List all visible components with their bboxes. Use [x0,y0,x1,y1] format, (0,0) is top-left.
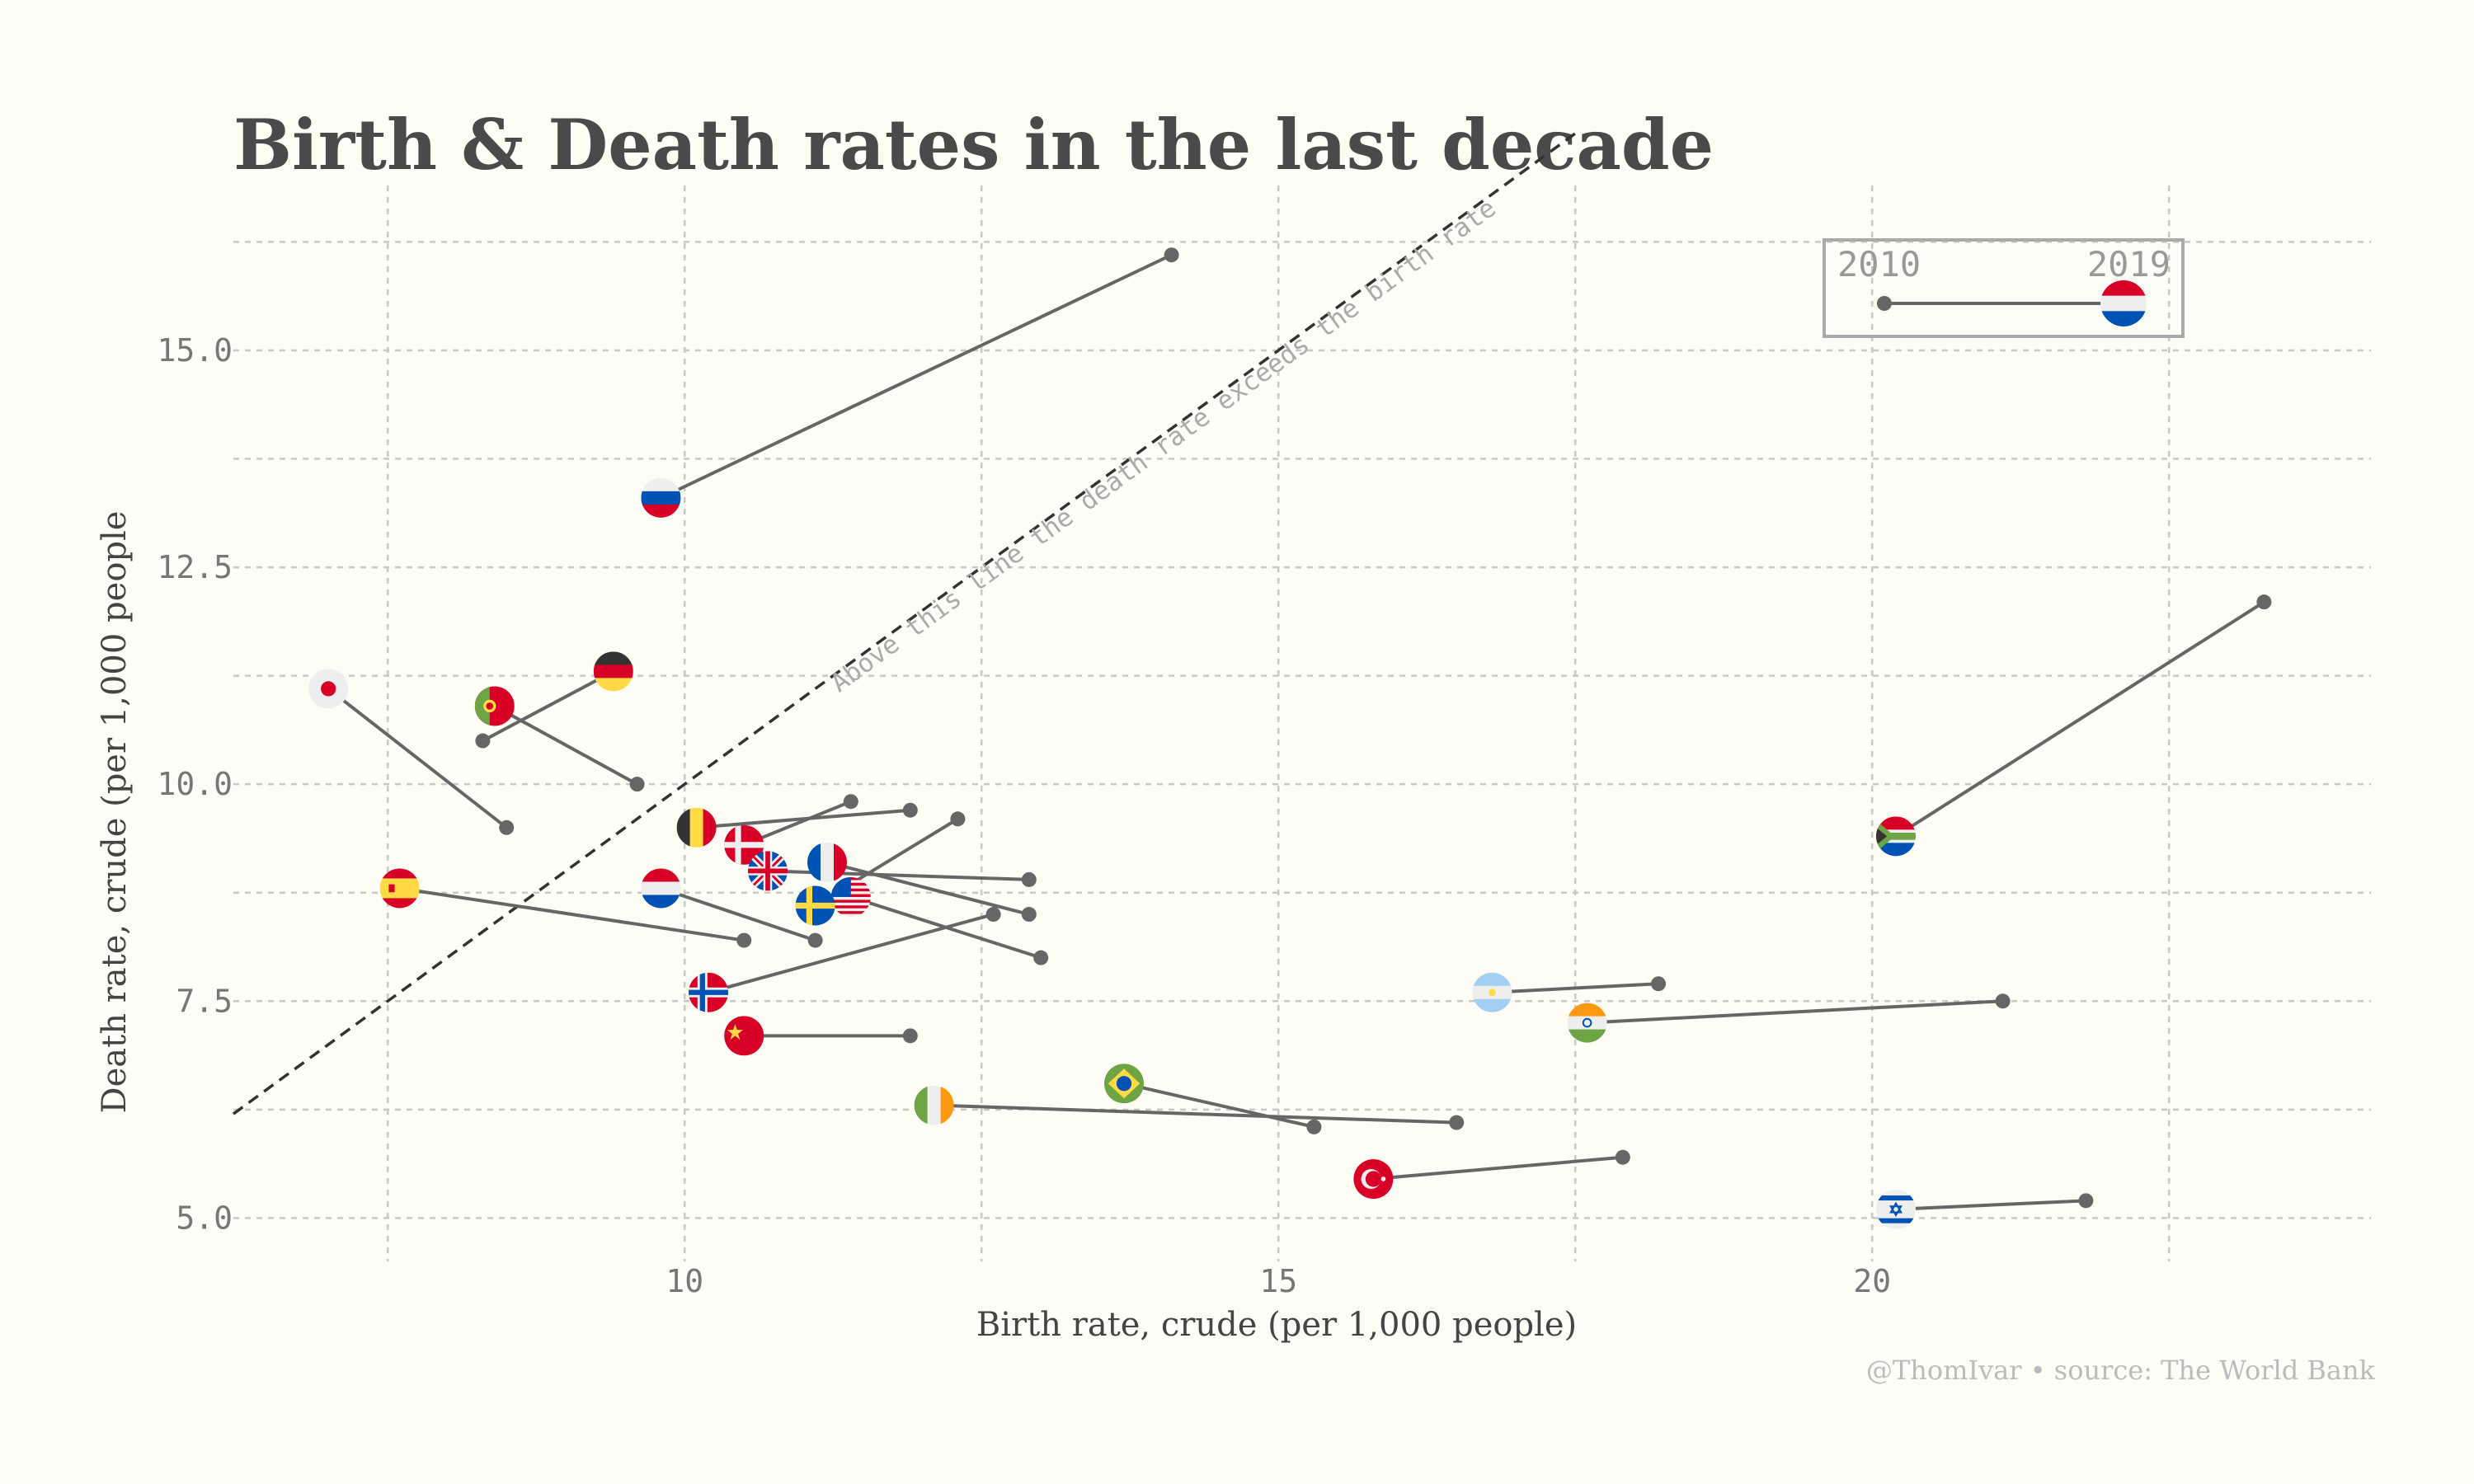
x-axis-ticks: 10 15 20 [666,1263,1891,1299]
point-2010-south-africa [2256,594,2272,610]
point-2010-norway [985,907,1001,923]
x-tick-label: 20 [1853,1263,1891,1299]
point-2010-argentina [1651,976,1666,992]
point-2010-denmark [843,794,858,810]
y-axis-label: Death rate, crude (per 1,000 people [96,511,134,1114]
point-2010-india [1995,993,2011,1009]
segment-germany [482,669,614,743]
point-2010-usa [1033,950,1049,965]
point-2010-ireland [1449,1115,1465,1130]
segment-netherlands [660,886,816,942]
legend-start-label: 2010 [1837,244,1921,284]
point-2010-russia [1164,247,1179,263]
segment-japan [327,687,508,829]
segment-norway [708,913,995,994]
country-2019-flags [308,477,1916,1229]
flag-india-icon [1567,1003,1607,1043]
diagonal-line [232,132,1577,1115]
point-2010-spain [736,932,752,948]
legend: 2010 2019 [1823,238,2185,338]
point-2010-china [902,1028,918,1044]
segment-india [1587,999,2003,1025]
flag-norway-icon [689,972,728,1012]
point-2010-turkey [1615,1149,1630,1165]
point-2010-france [1021,907,1037,923]
segment-uk [767,869,1029,881]
point-2010-sweden [950,811,966,827]
flag-turkey-icon [1353,1159,1394,1200]
legend-point [1877,296,1892,311]
flag-germany-icon [593,651,633,692]
segment-brazil [1123,1082,1315,1129]
segment-portugal [493,704,638,786]
legend-flag-icon [2100,280,2147,326]
segment-south-africa [1894,600,2265,838]
flag-south-africa-icon [1876,816,1916,857]
segment-argentina [1492,982,1659,994]
flag-france-icon [807,842,847,882]
country-segments [327,253,2265,1211]
x-tick-label: 15 [1259,1263,1297,1299]
flag-japan-icon [308,669,349,709]
flag-uk-icon [748,851,788,891]
country-2010-points [475,247,2272,1209]
source-credit: @ThomIvar • source: The World Bank [1866,1355,2376,1386]
segment-spain [399,886,745,942]
flag-russia-icon [641,477,681,518]
point-2010-brazil [1306,1119,1322,1134]
y-tick-label: 7.5 [176,983,233,1019]
segment-israel [1895,1199,2086,1211]
point-2010-israel [2078,1193,2094,1209]
diagonal-label: Above this line the death rate exceeds t… [825,193,1502,698]
point-2010-uk [1021,871,1037,887]
point-2010-germany [475,733,491,749]
reference-line: Above this line the death rate exceeds t… [232,132,1577,1115]
y-axis-ticks: 5.0 7.5 10.0 12.5 15.0 [157,332,233,1236]
segment-turkey [1373,1155,1623,1181]
flag-portugal-icon [474,686,515,726]
segment-russia [660,253,1173,500]
flag-china-icon [724,1016,764,1056]
y-tick-label: 5.0 [176,1200,233,1236]
x-tick-label: 10 [666,1263,703,1299]
x-axis-label: Birth rate, crude (per 1,000 people) [976,1306,1577,1344]
flag-brazil-icon [1104,1064,1144,1104]
flag-belgium-icon [676,807,717,848]
point-2010-japan [499,819,515,835]
point-2010-portugal [629,777,645,792]
legend-box [1823,238,2185,338]
point-2010-belgium [902,802,918,818]
flag-ireland-icon [914,1085,954,1125]
legend-end-label: 2019 [2087,244,2171,284]
chart-title: Birth & Death rates in the last decade [233,104,1714,186]
segment-ireland [934,1103,1457,1125]
flag-spain-icon [379,868,420,909]
y-tick-label: 10.0 [157,766,233,802]
grid-lines [233,186,2371,1261]
flag-sweden-icon [795,885,835,926]
flag-argentina-icon [1472,972,1512,1012]
y-tick-label: 12.5 [157,549,233,585]
point-2010-netherlands [807,932,823,948]
y-tick-label: 15.0 [157,332,233,369]
flag-netherlands-icon [641,868,681,909]
flag-israel-icon [1876,1189,1916,1229]
segment-belgium [696,808,910,829]
segment-france [826,860,1030,916]
flag-usa-icon [830,876,871,917]
